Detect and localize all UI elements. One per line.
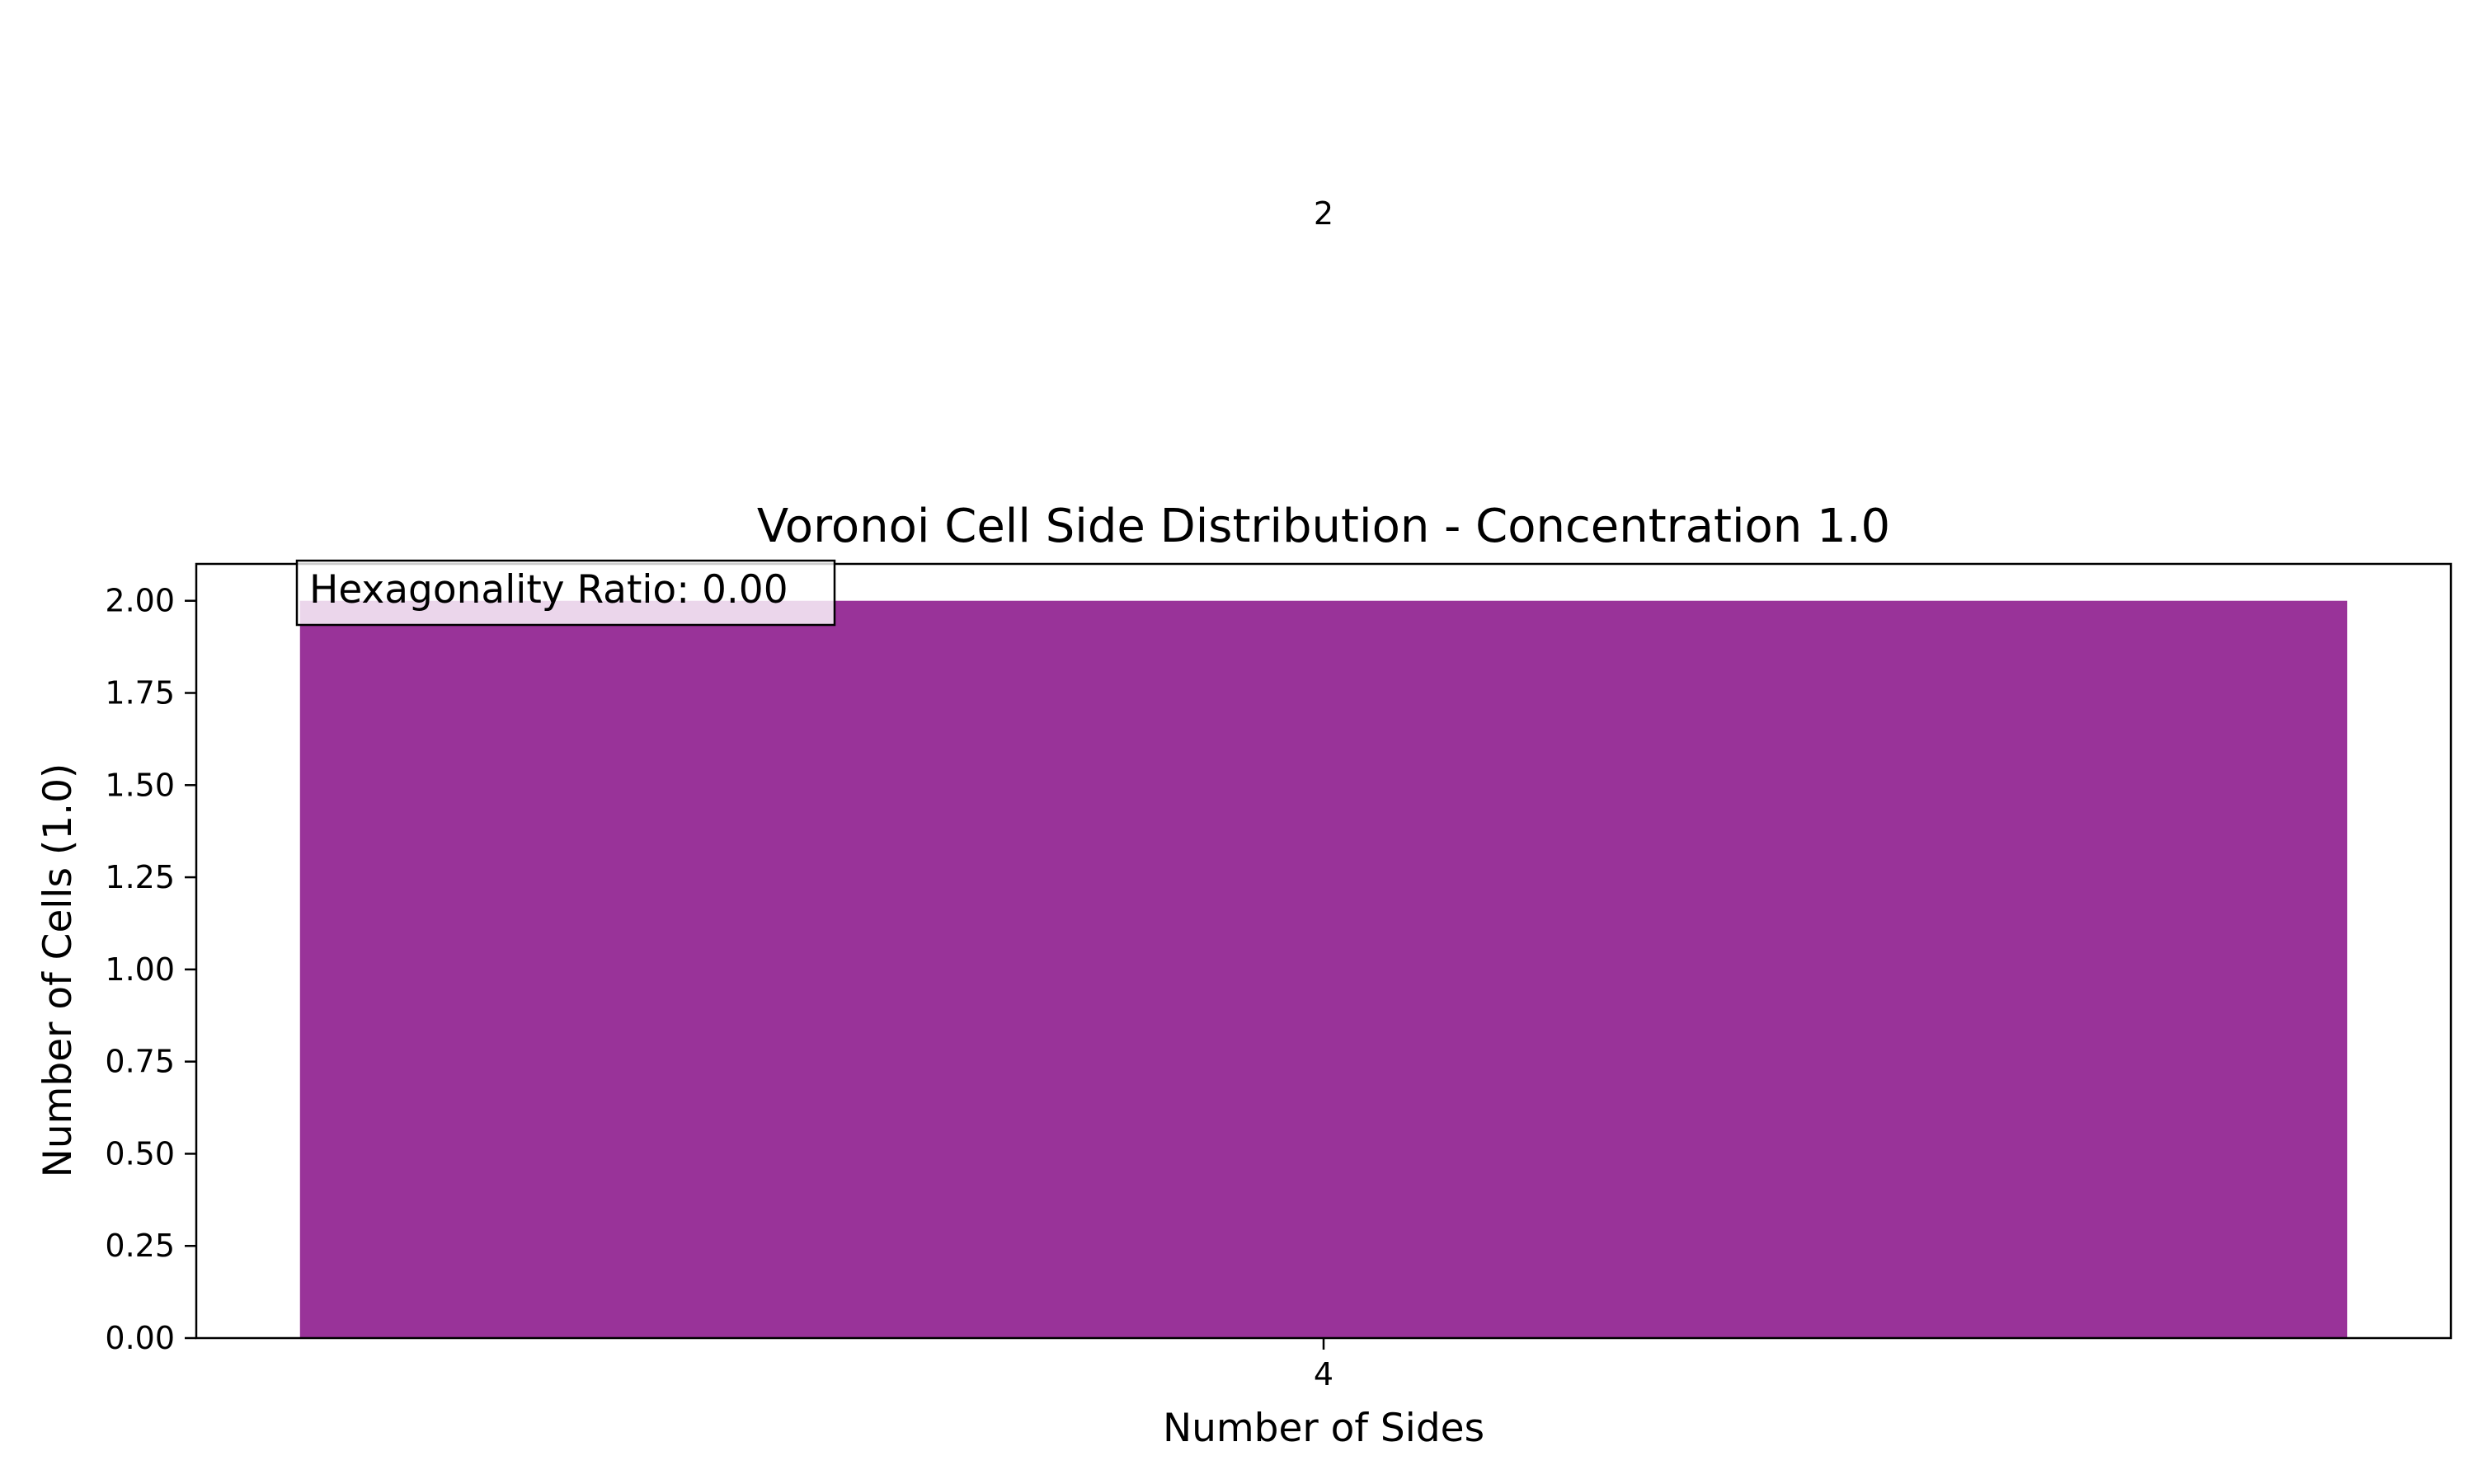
y-tick-label: 2.00 <box>105 583 175 619</box>
annotation-text: Hexagonality Ratio: 0.00 <box>309 567 788 613</box>
y-tick-label: 1.50 <box>105 767 175 803</box>
y-tick-label: 1.25 <box>105 859 175 895</box>
data-labels-group: 2 <box>1314 195 1333 232</box>
x-axis-ticks: 4 <box>1314 1338 1333 1392</box>
annotation-box <box>295 559 836 627</box>
y-tick-label: 0.50 <box>105 1135 175 1172</box>
hexagonality-annotation: Hexagonality Ratio: 0.00 <box>295 559 836 627</box>
x-tick-label: 4 <box>1314 1356 1333 1392</box>
y-axis-label: Number of Cells (1.0) <box>35 763 81 1178</box>
y-tick-label: 1.75 <box>105 675 175 711</box>
chart-title: Voronoi Cell Side Distribution - Concent… <box>757 500 1890 553</box>
y-tick-label: 0.00 <box>105 1320 175 1356</box>
y-tick-label: 1.00 <box>105 951 175 988</box>
y-tick-label: 0.75 <box>105 1044 175 1080</box>
y-axis-ticks: 0.00 0.25 0.50 0.75 1.00 1.25 1.50 1.75 2.00 <box>105 583 196 1356</box>
bars-group <box>299 600 2348 1338</box>
x-axis-label: Number of Sides <box>1163 1406 1484 1451</box>
bar-4 <box>299 600 2348 1338</box>
bar-value-label-4: 2 <box>1314 195 1333 232</box>
y-tick-label: 0.25 <box>105 1228 175 1264</box>
